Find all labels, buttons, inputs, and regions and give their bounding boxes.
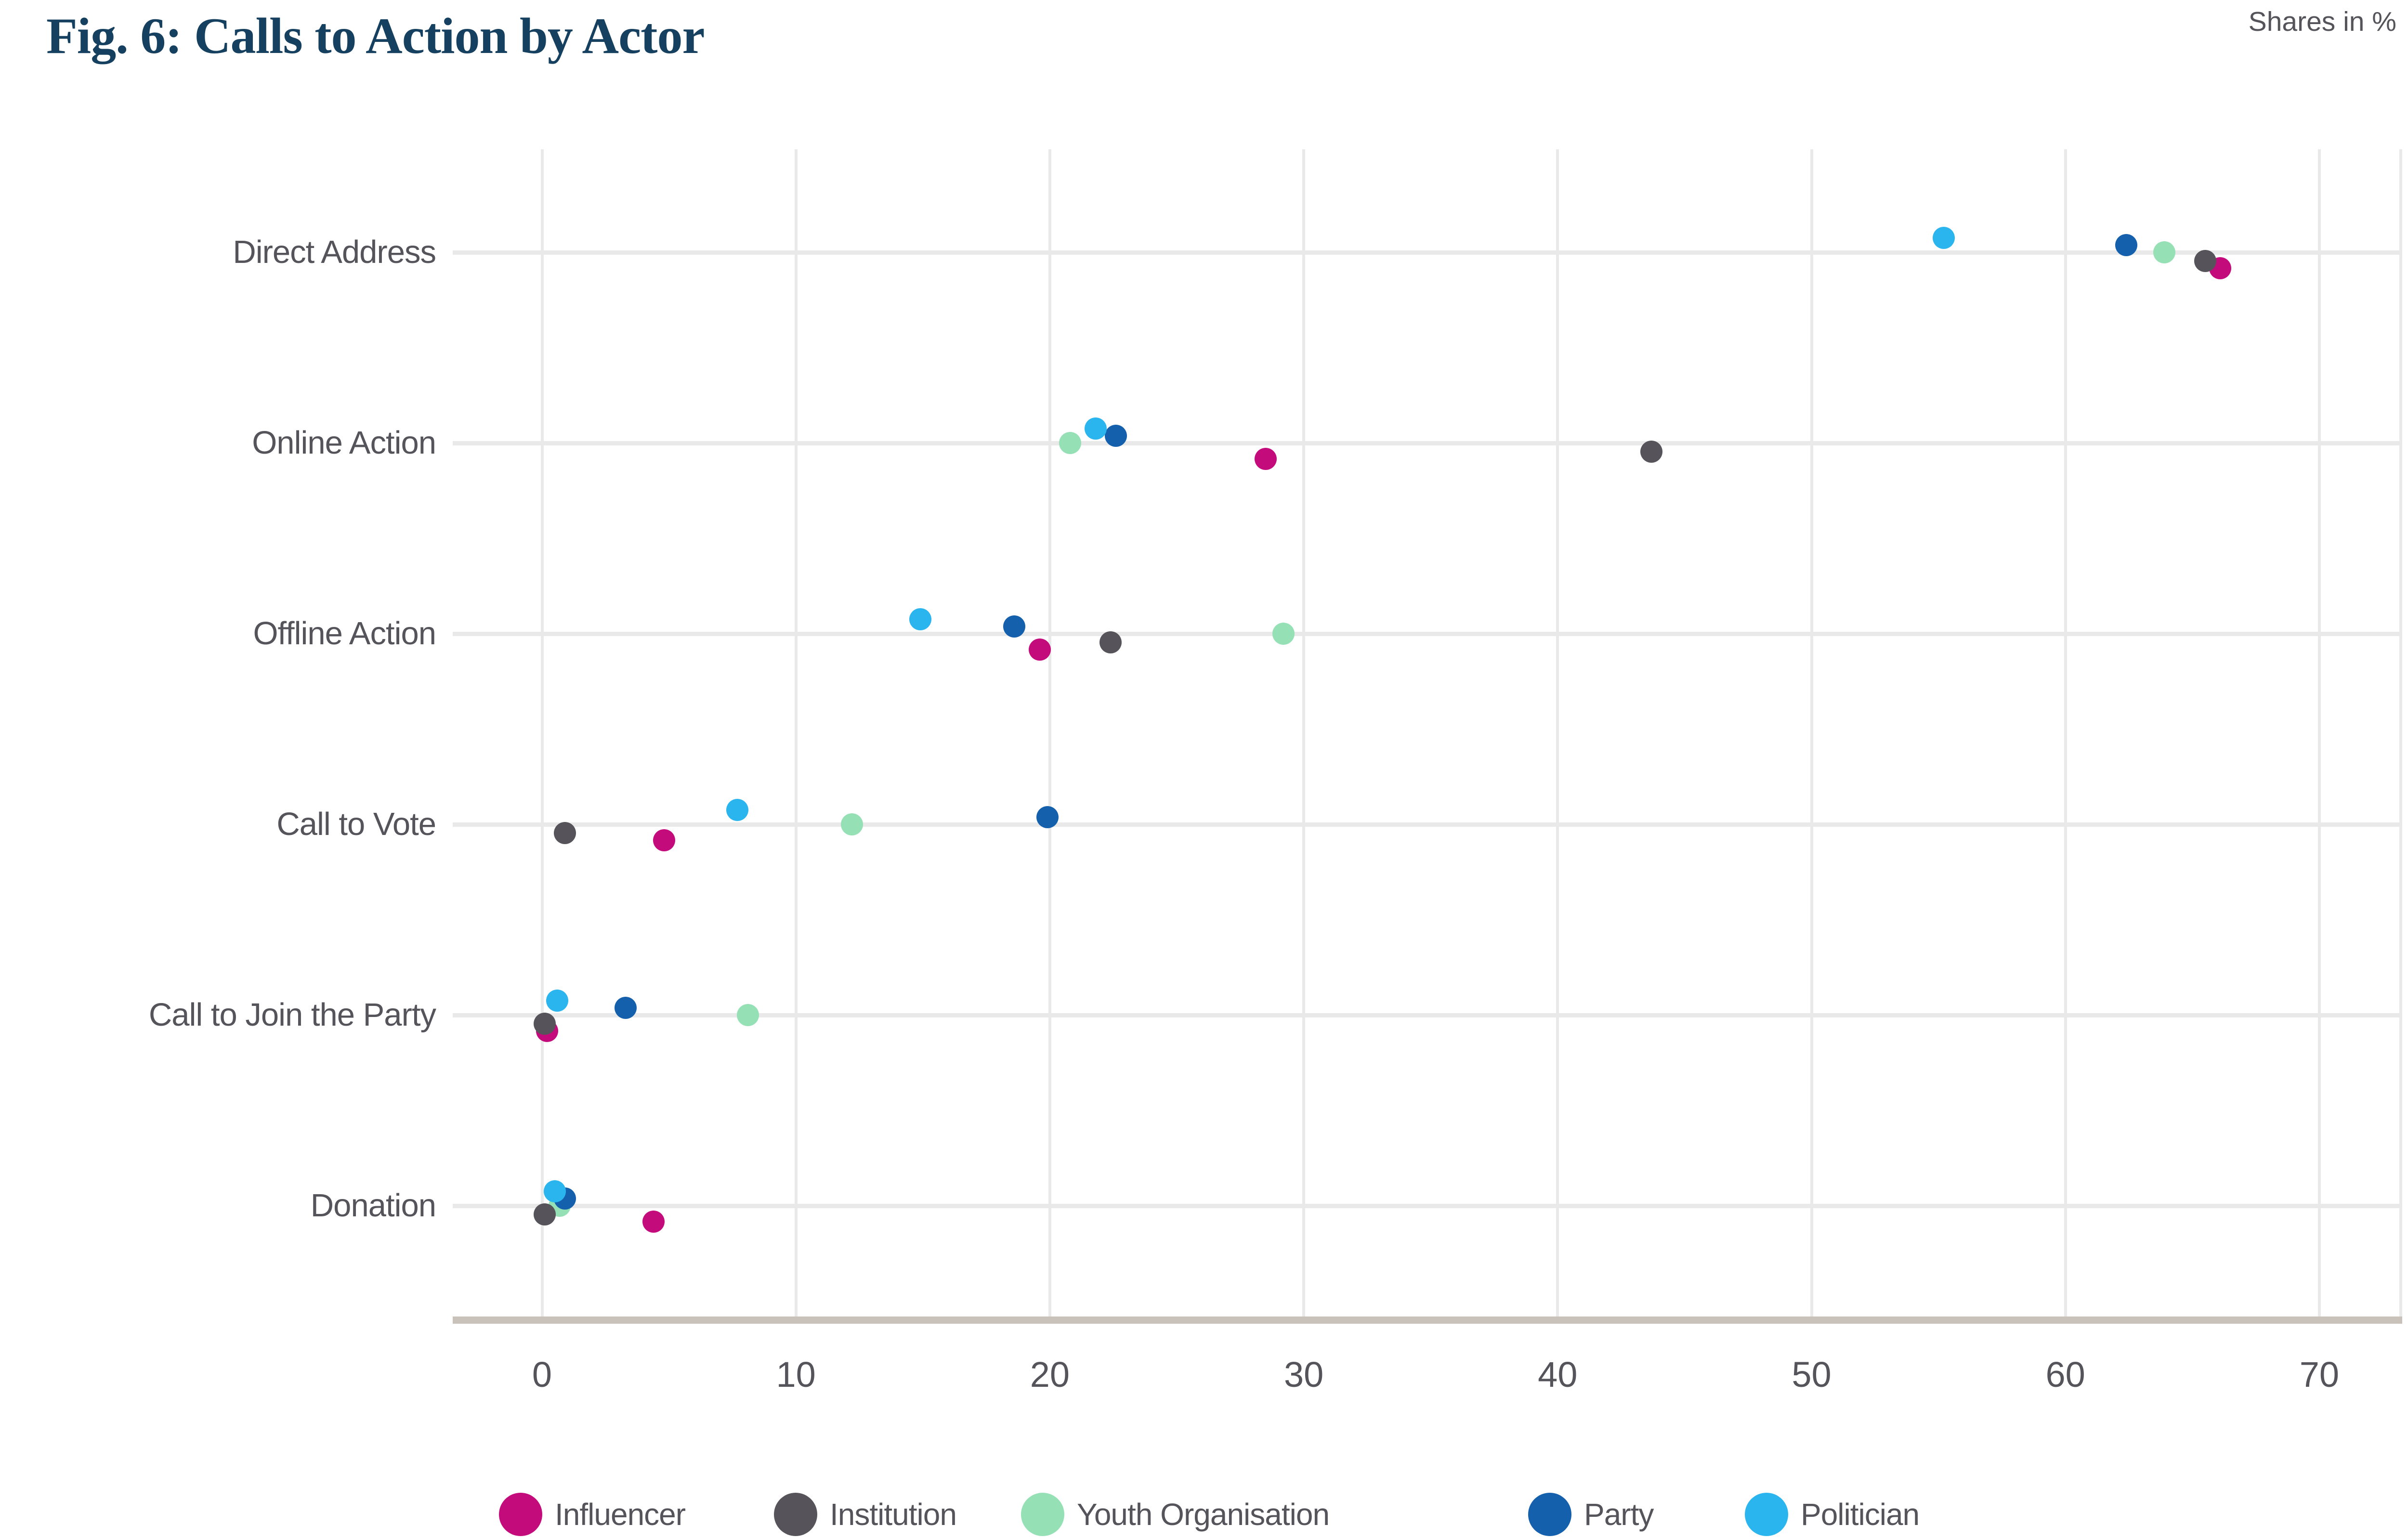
category-label-online-action: Online Action bbox=[252, 425, 436, 461]
axis-units-note: Shares in % bbox=[2248, 6, 2396, 37]
legend-label-politician: Politician bbox=[1801, 1497, 1920, 1532]
x-gridline-0 bbox=[540, 149, 544, 1319]
x-gridline-20 bbox=[1048, 149, 1051, 1319]
plot-right-border bbox=[2399, 149, 2402, 1319]
legend-swatch-influencer bbox=[499, 1493, 542, 1536]
dot-politician-offline-action bbox=[909, 608, 932, 630]
dot-institution-online-action bbox=[1640, 441, 1663, 463]
dot-influencer-donation bbox=[642, 1211, 665, 1233]
dot-politician-donation bbox=[543, 1180, 566, 1202]
legend-label-youth-organisation: Youth Organisation bbox=[1077, 1497, 1330, 1532]
x-tick-label-10: 10 bbox=[776, 1355, 816, 1395]
dot-youth-organisation-online-action bbox=[1059, 432, 1082, 454]
dot-youth-organisation-call-to-vote bbox=[840, 813, 863, 835]
dot-youth-organisation-direct-address bbox=[2153, 241, 2176, 263]
legend-item-politician: Politician bbox=[1745, 1491, 1920, 1538]
x-gridline-60 bbox=[2064, 149, 2067, 1319]
dot-party-online-action bbox=[1104, 425, 1127, 447]
y-gridline-donation bbox=[453, 1204, 2402, 1208]
legend-item-youth-organisation: Youth Organisation bbox=[1021, 1491, 1330, 1538]
dot-party-direct-address bbox=[2115, 234, 2138, 256]
dot-institution-call-to-vote bbox=[553, 822, 576, 844]
dot-youth-organisation-call-to-join-the-party bbox=[736, 1004, 759, 1026]
dot-politician-online-action bbox=[1084, 417, 1107, 440]
legend-item-institution: Institution bbox=[774, 1491, 957, 1538]
dot-politician-direct-address bbox=[1932, 227, 1955, 249]
x-axis-line bbox=[453, 1316, 2402, 1324]
dot-influencer-call-to-vote bbox=[653, 829, 675, 851]
x-tick-label-60: 60 bbox=[2045, 1355, 2085, 1395]
dot-institution-donation bbox=[533, 1203, 556, 1225]
figure-title: Fig. 6: Calls to Action by Actor bbox=[46, 8, 705, 64]
legend-item-party: Party bbox=[1528, 1491, 1654, 1538]
x-gridline-40 bbox=[1556, 149, 1559, 1319]
x-tick-label-30: 30 bbox=[1283, 1355, 1324, 1395]
dot-youth-organisation-offline-action bbox=[1272, 623, 1295, 645]
x-tick-label-40: 40 bbox=[1538, 1355, 1578, 1395]
legend-label-influencer: Influencer bbox=[555, 1497, 686, 1532]
dot-institution-offline-action bbox=[1099, 631, 1122, 653]
x-tick-label-50: 50 bbox=[1792, 1355, 1832, 1395]
y-gridline-call-to-join-the-party bbox=[453, 1013, 2402, 1017]
legend-label-party: Party bbox=[1584, 1497, 1654, 1532]
dot-influencer-offline-action bbox=[1028, 639, 1051, 661]
dot-party-call-to-join-the-party bbox=[615, 997, 637, 1019]
legend-swatch-youth-organisation bbox=[1021, 1493, 1064, 1536]
x-tick-label-0: 0 bbox=[532, 1355, 552, 1395]
dot-politician-call-to-vote bbox=[726, 799, 749, 821]
category-label-call-to-join-the-party: Call to Join the Party bbox=[148, 997, 436, 1033]
legend-label-institution: Institution bbox=[830, 1497, 957, 1532]
y-gridline-offline-action bbox=[453, 632, 2402, 636]
y-gridline-direct-address bbox=[453, 250, 2402, 255]
category-label-offline-action: Offline Action bbox=[253, 615, 436, 652]
category-label-direct-address: Direct Address bbox=[233, 234, 436, 270]
dot-influencer-online-action bbox=[1255, 448, 1277, 470]
legend-swatch-institution bbox=[774, 1493, 817, 1536]
category-label-call-to-vote: Call to Vote bbox=[276, 806, 436, 842]
x-gridline-30 bbox=[1302, 149, 1306, 1319]
legend-swatch-politician bbox=[1745, 1493, 1788, 1536]
dot-institution-call-to-join-the-party bbox=[533, 1013, 556, 1035]
y-gridline-online-action bbox=[453, 441, 2402, 445]
x-gridline-70 bbox=[2317, 149, 2321, 1319]
dot-party-call-to-vote bbox=[1036, 806, 1059, 828]
dot-party-offline-action bbox=[1003, 615, 1026, 638]
dot-institution-direct-address bbox=[2194, 250, 2216, 272]
legend-item-influencer: Influencer bbox=[499, 1491, 686, 1538]
y-gridline-call-to-vote bbox=[453, 822, 2402, 827]
legend: Influencer Institution Youth Organisation P… bbox=[0, 1491, 2408, 1538]
x-tick-label-20: 20 bbox=[1030, 1355, 1070, 1395]
legend-swatch-party bbox=[1528, 1493, 1571, 1536]
x-tick-label-70: 70 bbox=[2299, 1355, 2340, 1395]
x-gridline-10 bbox=[794, 149, 798, 1319]
dot-politician-call-to-join-the-party bbox=[546, 990, 569, 1012]
x-gridline-50 bbox=[1810, 149, 1813, 1319]
category-label-donation: Donation bbox=[310, 1187, 436, 1224]
